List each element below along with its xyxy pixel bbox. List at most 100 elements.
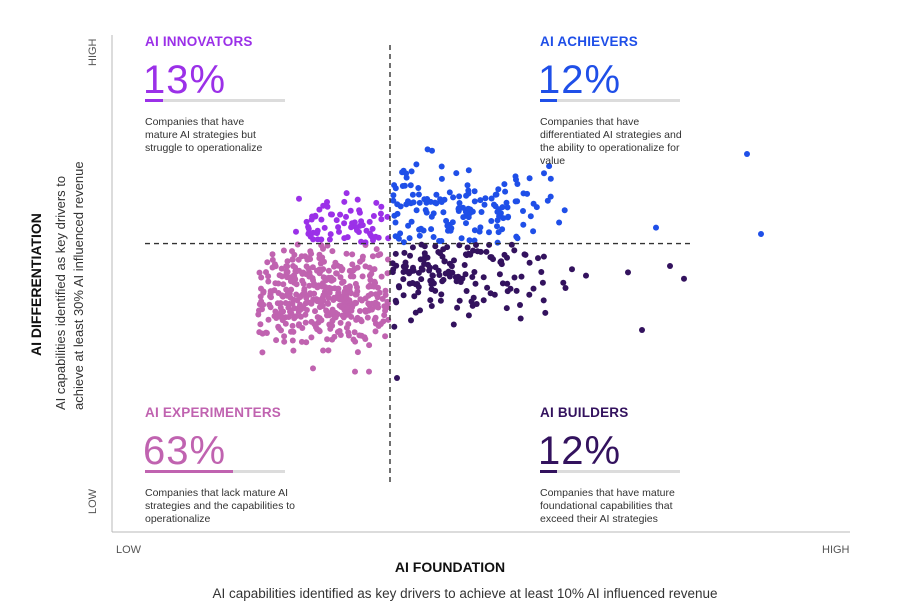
innovators-point [351,219,358,226]
achievers-point [408,168,415,175]
achievers-point [394,201,401,208]
experimenters-point [384,270,391,277]
achievers-point [418,225,424,232]
builders-point [530,285,537,292]
achievers-point [465,187,472,194]
experimenters-point [258,274,265,281]
achievers-point [453,170,460,177]
experimenters-point [257,293,264,300]
achievers-point [430,234,437,240]
experimenters-point [312,308,318,315]
builders-point [496,271,503,278]
builders-point [446,260,453,267]
achievers-point [499,204,506,211]
experimenters-point [372,303,379,310]
innovators-point [378,216,385,223]
achievers-point [415,185,422,191]
builders-point [441,258,448,265]
experimenters-point [283,286,290,293]
experimenters-point [359,253,366,260]
experimenters-point [354,314,361,321]
y-axis-subtitle: AI capabilities identified as key driver… [52,161,88,410]
experimenters-point [329,336,336,343]
experimenters-point [283,263,290,270]
achievers-description: Companies that have differentiated AI st… [540,116,715,168]
builders-point [401,249,408,256]
achievers-point [504,204,511,211]
builders-point [459,275,466,282]
experimenters-point [279,292,285,299]
builders-point [435,249,442,255]
builders-point [402,263,409,270]
achievers-point [476,228,483,235]
achievers-desc-line: the ability to operationalize for [540,142,680,154]
achievers-point [486,229,492,236]
builders-point [540,297,547,304]
builders-point [389,260,396,267]
builders-point [497,259,504,266]
experimenters-point [343,250,350,257]
achievers-point [410,199,417,206]
achievers-point [469,208,476,215]
builders-point [454,304,461,311]
builders-point [522,251,529,258]
experimenters-point [378,273,385,280]
innovators-point [336,228,342,235]
achievers-point [424,196,431,202]
experimenters-point [345,321,352,328]
experimenters-point [287,274,293,281]
innovators-point [318,216,325,223]
innovators-point [309,213,316,220]
experimenters-point [309,264,316,271]
achievers-point [541,170,547,177]
experimenters-point [372,328,379,335]
builders-point [440,246,447,253]
builders-point [473,301,480,307]
achievers-point [497,210,504,217]
experimenters-point [352,299,359,306]
builders-point [442,270,449,277]
experimenters-point [293,281,300,288]
x-axis-title: AI FOUNDATION [394,559,506,575]
experimenters-point [345,332,352,339]
experimenters-point [285,314,292,320]
experimenters-point [264,259,271,266]
experimenters-point [349,251,356,258]
experimenters-point [277,304,284,311]
experimenters-point [359,273,366,280]
builders-bar-fill [540,470,557,473]
achievers-point [463,220,469,227]
achievers-point [520,221,527,228]
experimenters-point [342,284,349,291]
innovators-point [354,227,360,234]
experimenters-point [351,329,358,336]
experimenters-point [286,290,293,297]
experimenters-point [301,286,308,292]
experimenters-point [362,263,369,270]
achievers-point [547,175,554,182]
experimenters-point [302,311,309,318]
achievers-point [456,200,463,206]
innovators-point [343,190,350,197]
builders-point [421,250,428,257]
builders-point [407,252,413,259]
builders-point [535,255,541,262]
achievers-point [481,201,488,208]
experimenters-point [372,314,379,321]
experimenters-point [300,280,307,287]
achievers-point [758,231,764,237]
achievers-point [390,192,397,199]
experimenters-point [259,306,265,313]
experimenters-point [382,292,389,298]
builders-point [518,273,525,280]
experimenters-point [256,269,263,276]
achievers-point [465,167,472,174]
achievers-point [478,209,485,215]
achievers-point [512,198,519,205]
achievers-point [449,219,456,226]
experimenters-point [369,253,376,260]
builders-point [400,269,407,275]
achievers-point [438,238,445,244]
achievers-point [438,163,445,170]
builders-point [562,285,569,291]
